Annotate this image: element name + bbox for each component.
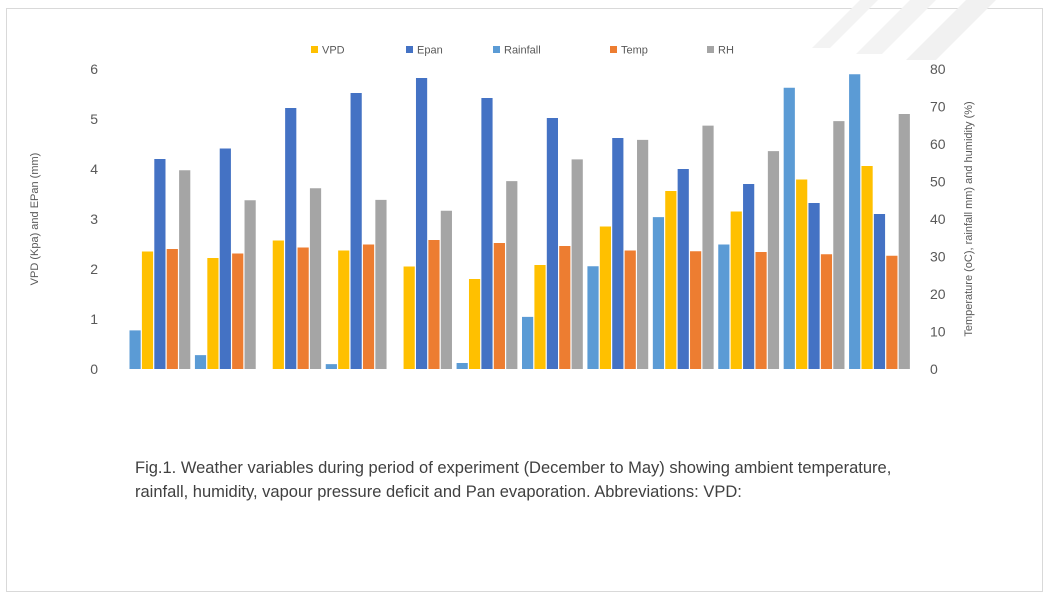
bar-rainfall — [522, 316, 534, 370]
bar-rainfall — [718, 244, 730, 369]
bar-vpd — [665, 191, 677, 369]
right-axis-ticks: 0 10 20 30 40 50 60 70 80 — [930, 61, 946, 377]
right-tick-label: 60 — [930, 136, 946, 152]
bar-temp — [362, 244, 375, 369]
watermark-stripes — [812, 0, 996, 60]
bar-temp — [232, 253, 244, 369]
bar-temp — [820, 254, 833, 369]
bar-vpd — [534, 265, 546, 369]
legend-swatch — [493, 46, 500, 53]
bar-epan — [350, 93, 362, 369]
right-tick-label: 10 — [930, 324, 946, 340]
bar-rainfall — [849, 74, 861, 369]
bar-epan — [285, 108, 297, 369]
bar-epan — [546, 118, 558, 369]
legend-item-epan: Epan — [406, 45, 443, 57]
chart-bars — [129, 74, 910, 370]
chart: VPD Epan Rainfall Temp RH 0 1 2 3 4 5 6 0 10 20 30 40 5… — [29, 45, 975, 378]
bar-rh — [833, 121, 845, 369]
bar-rh — [702, 125, 714, 370]
bar-rh — [898, 114, 910, 369]
left-tick-label: 4 — [90, 161, 98, 177]
bar-rh — [179, 170, 191, 369]
bar-rh — [244, 200, 256, 369]
bar-temp — [493, 243, 505, 369]
bar-rh — [506, 181, 518, 370]
bar-epan — [612, 138, 624, 369]
bar-vpd — [207, 258, 219, 369]
bar-vpd — [403, 266, 415, 369]
bar-rh — [637, 139, 649, 370]
bar-vpd — [796, 179, 808, 369]
bar-temp — [297, 247, 309, 369]
bar-vpd — [861, 166, 873, 369]
left-tick-label: 6 — [90, 61, 98, 77]
right-tick-label: 80 — [930, 61, 946, 77]
legend-label: VPD — [322, 45, 345, 57]
bar-rainfall — [194, 355, 207, 370]
legend-item-vpd: VPD — [311, 45, 345, 57]
bar-vpd — [599, 226, 612, 369]
bar-temp — [428, 240, 440, 369]
left-tick-label: 5 — [90, 111, 98, 127]
bar-epan — [677, 169, 689, 369]
bar-rh — [440, 210, 452, 369]
right-tick-label: 50 — [930, 174, 946, 190]
bar-temp — [624, 250, 636, 369]
legend-swatch — [406, 46, 413, 53]
figure-caption: Fig.1. Weather variables during period o… — [135, 459, 892, 501]
legend-item-rainfall: Rainfall — [493, 45, 541, 57]
right-tick-label: 70 — [930, 99, 946, 115]
right-axis-title: Temperature (oC), rainfall mm) and humid… — [963, 101, 975, 336]
legend-swatch — [610, 46, 617, 53]
right-tick-label: 0 — [930, 361, 938, 377]
bar-temp — [559, 246, 571, 369]
chart-legend: VPD Epan Rainfall Temp RH — [311, 45, 734, 57]
left-axis-ticks: 0 1 2 3 4 5 6 — [90, 61, 98, 377]
bar-vpd — [272, 240, 284, 369]
bar-epan — [219, 148, 231, 369]
bar-rainfall — [129, 330, 141, 370]
bar-vpd — [141, 251, 154, 369]
legend-label: Temp — [621, 45, 648, 57]
left-axis-title: VPD (Kpa) and EPan (mm) — [29, 153, 41, 286]
bar-rh — [571, 159, 583, 370]
bar-vpd — [338, 250, 350, 369]
bar-rainfall — [587, 266, 599, 369]
bar-rainfall — [456, 363, 468, 369]
legend-label: Rainfall — [504, 45, 541, 57]
legend-label: Epan — [417, 45, 443, 57]
right-tick-label: 30 — [930, 249, 946, 265]
bar-rainfall — [325, 364, 337, 370]
bar-epan — [481, 98, 493, 369]
left-tick-label: 3 — [90, 211, 98, 227]
bar-temp — [755, 252, 767, 369]
right-tick-label: 40 — [930, 211, 946, 227]
legend-swatch — [311, 46, 318, 53]
bar-epan — [873, 214, 886, 369]
bar-rh — [767, 151, 780, 369]
left-tick-label: 1 — [90, 311, 98, 327]
bar-rh — [375, 199, 387, 370]
bar-epan — [808, 203, 820, 369]
legend-item-rh: RH — [707, 45, 734, 57]
bar-vpd — [730, 211, 742, 369]
bar-rh — [309, 188, 322, 369]
bar-rainfall — [652, 217, 665, 370]
bar-epan — [154, 159, 166, 369]
left-tick-label: 2 — [90, 261, 98, 277]
left-tick-label: 0 — [90, 361, 98, 377]
bar-rainfall — [783, 87, 795, 369]
bar-temp — [690, 251, 702, 369]
legend-swatch — [707, 46, 714, 53]
legend-label: RH — [718, 45, 734, 57]
right-tick-label: 20 — [930, 286, 946, 302]
bar-epan — [415, 78, 428, 369]
bar-epan — [743, 184, 755, 369]
bar-temp — [166, 249, 178, 369]
legend-item-temp: Temp — [610, 45, 648, 57]
bar-temp — [886, 255, 898, 369]
bar-vpd — [468, 279, 481, 369]
